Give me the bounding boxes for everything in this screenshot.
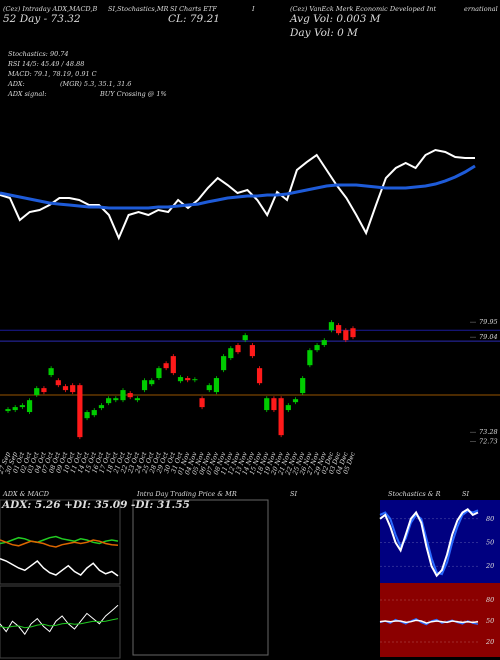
candle-body — [321, 340, 327, 346]
candle-body — [134, 398, 140, 401]
candle-body — [34, 388, 40, 396]
header-text: I — [251, 5, 255, 13]
macd-box — [0, 585, 121, 659]
series-line — [0, 604, 119, 636]
stat-text: Stochastics: 90.74 — [8, 50, 69, 58]
candle-body — [70, 385, 76, 393]
panel-background — [380, 583, 500, 657]
candle-body — [213, 378, 220, 393]
candle-body — [221, 356, 227, 371]
candle-body — [55, 380, 61, 386]
candle-body — [256, 368, 263, 384]
candle-body — [206, 385, 212, 391]
candle-body — [41, 388, 47, 393]
panel-title: Intra Day Trading Price & MR — [136, 490, 237, 498]
candle-body — [48, 368, 54, 376]
series-line — [379, 508, 479, 578]
candle-body — [292, 399, 299, 403]
series-line — [379, 509, 479, 576]
y-tick-label: 73.28 — [479, 428, 498, 436]
candle-body — [314, 345, 320, 351]
series-line — [379, 619, 479, 624]
candle-body — [271, 398, 277, 411]
candle-body — [343, 330, 349, 341]
stat-text: (MGR) 5.3, 35.1, 31.6 — [60, 80, 131, 88]
y-tick-label: 80 — [486, 515, 494, 523]
series-line — [0, 539, 119, 548]
panel-title: ADX & MACD — [2, 490, 50, 498]
candle-body — [242, 335, 248, 341]
header-text: Day Vol: 0 M — [289, 27, 358, 39]
candle-body — [98, 405, 105, 409]
y-tick-label: 79.95 — [479, 318, 498, 326]
series-line — [0, 148, 475, 241]
candle-body — [185, 378, 191, 381]
y-tick-label: 50 — [486, 539, 494, 547]
candle-body — [106, 398, 112, 404]
header-text: SI Charts ETF — [170, 5, 217, 13]
candle-body — [199, 398, 205, 408]
candle-body — [163, 363, 169, 369]
series-line — [0, 164, 476, 210]
header-text: (Cez) Intraday ADX,MACD,B — [3, 5, 97, 13]
y-tick-label: 72.73 — [479, 437, 498, 445]
candle-body — [113, 398, 119, 401]
candle-body — [336, 325, 342, 334]
candle-body — [249, 345, 255, 357]
candle-body — [177, 377, 184, 382]
candle-body — [328, 322, 335, 331]
candle-body — [12, 407, 18, 411]
stat-text: RSI 14/5: 45.49 / 48.88 — [7, 60, 84, 68]
candle-body — [235, 345, 241, 353]
panel-title: SI — [290, 490, 297, 498]
header-text: SI,Stochastics,MR — [108, 5, 168, 13]
chart-title: ADX: 5.26 +DI: 35.09 -DI: 31.55 — [1, 499, 190, 511]
header-text: Avg Vol: 0.003 M — [289, 13, 381, 25]
candle-body — [170, 356, 176, 374]
y-tick-label: 79.04 — [479, 333, 498, 341]
intraday-box — [132, 499, 269, 656]
candle-body — [120, 390, 126, 401]
series-line — [0, 618, 119, 629]
candle-body — [192, 379, 198, 381]
stat-text: ADX signal: — [7, 90, 47, 98]
candle-body — [300, 378, 306, 394]
header-text: CL: 79.21 — [168, 13, 220, 25]
candle-body — [84, 412, 90, 419]
candle-body — [127, 393, 133, 398]
stat-text: ADX: — [7, 80, 25, 88]
candle-body — [264, 398, 270, 411]
stat-text: BUY Crossing @ 1% — [99, 90, 167, 98]
candle-body — [156, 368, 162, 379]
header-text: (Cez) VanEck Merk Economic Developed Int — [290, 5, 436, 13]
candle-body — [149, 380, 155, 385]
stat-text: MACD: 79.1, 78.19, 0.91 C — [7, 70, 97, 78]
candle-body — [350, 328, 356, 338]
y-tick-label: 80 — [486, 596, 494, 604]
y-tick-label: 20 — [485, 638, 494, 646]
panel-background — [380, 500, 500, 583]
y-tick-label: 50 — [486, 617, 494, 625]
panel-title: SI — [462, 490, 469, 498]
candle-body — [5, 409, 11, 412]
candle-body — [62, 386, 69, 391]
candle-body — [26, 400, 33, 413]
candle-body — [278, 398, 284, 436]
header-text: ernational — [464, 5, 498, 13]
candle-body — [19, 405, 25, 408]
panel-title: Stochastics & R — [388, 490, 441, 498]
header-text: 52 Day - 73.32 — [3, 13, 81, 25]
candle-body — [141, 380, 148, 391]
candle-body — [307, 350, 313, 366]
y-tick-label: 20 — [485, 562, 494, 570]
candle-body — [91, 410, 97, 416]
candle-body — [228, 348, 234, 359]
candle-body — [77, 385, 83, 438]
series-line — [0, 535, 119, 545]
series-line — [0, 557, 119, 577]
candle-body — [285, 405, 291, 411]
